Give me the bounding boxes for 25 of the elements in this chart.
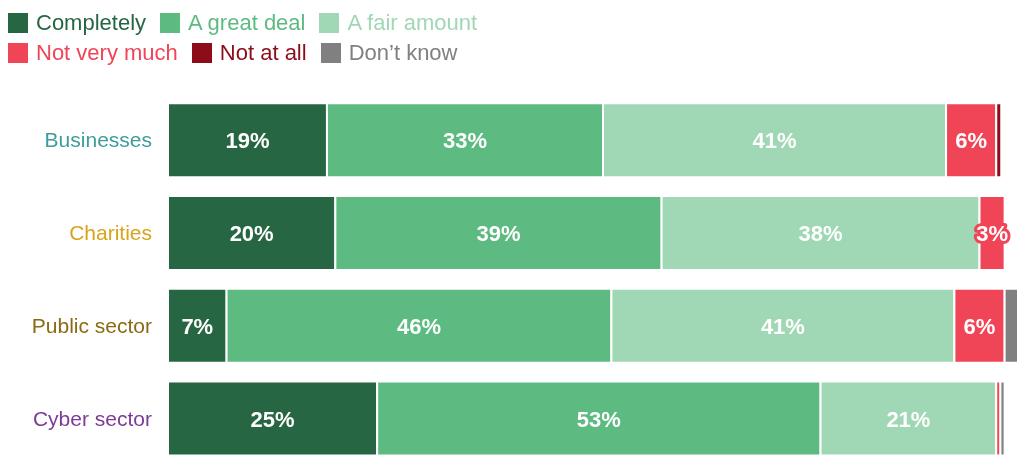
text: A great deal: [187, 9, 306, 37]
legend-label: Don’t know: [347, 39, 458, 67]
legend-label: Not at all: [218, 39, 307, 67]
data-label: 39%: [476, 221, 521, 247]
legend-label: Completely: [35, 9, 147, 37]
data-label: 21%: [886, 406, 931, 432]
data-label: 19%: [225, 128, 270, 154]
data-label: 6%: [963, 313, 996, 339]
data-label: 20%: [229, 221, 274, 247]
y-tick-label: Cyber sector: [32, 406, 152, 430]
data-label: 41%: [760, 313, 805, 339]
data-label: 41%: [752, 128, 797, 154]
data-label: 38%: [798, 221, 843, 247]
data-label: 33%: [442, 128, 488, 154]
data-label: 25%: [250, 406, 295, 432]
legend-label: A fair amount: [346, 9, 478, 37]
legend-label: Not very much: [35, 39, 178, 67]
y-tick-label: Businesses: [44, 128, 152, 152]
data-label: 7%: [181, 313, 214, 339]
y-tick-label: Charities: [69, 221, 152, 245]
data-label: 6%: [955, 128, 988, 154]
y-tick-label: Public sector: [31, 313, 152, 337]
data-label: 53%: [576, 406, 621, 432]
bar: [999, 380, 1006, 457]
data-label: 46%: [396, 313, 442, 339]
